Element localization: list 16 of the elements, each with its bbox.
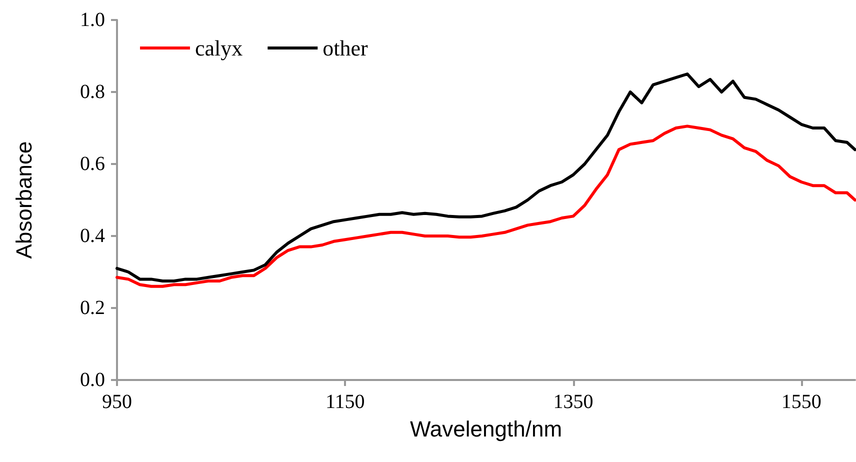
y-tick-label: 0.2 (80, 297, 105, 319)
legend-label: calyx (195, 36, 243, 60)
y-axis-title: Absorbance (12, 141, 36, 259)
x-tick-label: 950 (102, 391, 132, 413)
x-tick-label: 1550 (781, 391, 822, 413)
line-series (116, 124, 856, 288)
y-tick-label: 0.4 (80, 225, 105, 247)
x-tick-label: 1150 (325, 391, 365, 413)
x-axis-title: Wavelength/nm (410, 416, 562, 442)
y-tick-label: 0.8 (80, 81, 105, 103)
y-tick-label: 0.6 (80, 153, 105, 175)
line-series (116, 72, 856, 282)
y-tick-label: 1.0 (80, 9, 105, 31)
x-tick-label: 1350 (553, 391, 594, 413)
y-tick-label: 0.0 (80, 369, 105, 391)
legend-label: other (322, 36, 369, 60)
